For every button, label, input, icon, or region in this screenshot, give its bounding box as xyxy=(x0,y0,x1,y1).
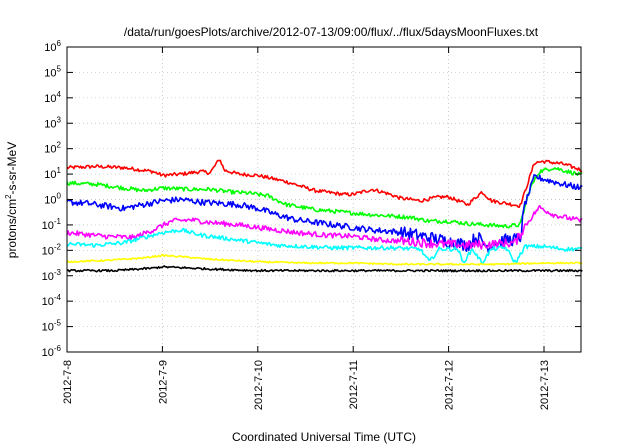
y-tick-label: 10-2 xyxy=(42,242,62,257)
series-line xyxy=(66,204,583,250)
y-tick-base: 10 xyxy=(42,220,54,232)
y-tick-exp: 2 xyxy=(57,141,62,150)
y-tick-exp: 0 xyxy=(57,192,62,201)
y-tick-exp: 1 xyxy=(57,166,62,175)
y-tick-base: 10 xyxy=(42,347,54,359)
series-line xyxy=(66,227,583,265)
y-tick-base: 10 xyxy=(42,322,54,334)
x-tick-label: 2012-7-11 xyxy=(348,360,360,409)
chart-title: /data/run/goesPlots/archive/2012-07-13/0… xyxy=(124,25,539,39)
y-tick-label: 105 xyxy=(44,64,61,79)
x-tick-label: 2012-7-9 xyxy=(157,360,169,404)
y-tick-base: 10 xyxy=(44,144,56,156)
y-axis-label-rest: -s-sr-MeV xyxy=(5,142,19,195)
series-line xyxy=(66,265,583,273)
x-tick-label: 2012-7-12 xyxy=(444,360,456,410)
y-axis-label: protons/cm2-s-sr-MeV xyxy=(4,142,19,258)
y-axis-label-base: protons/cm xyxy=(5,199,19,258)
series-line xyxy=(66,167,583,229)
y-tick-label: 100 xyxy=(44,192,61,207)
y-tick-label: 10-3 xyxy=(42,268,62,283)
y-tick-exp: -5 xyxy=(54,319,62,328)
y-tick-base: 10 xyxy=(42,245,54,257)
axis-ticks: 10-610-510-410-310-210-11001011021031041… xyxy=(42,39,581,410)
y-tick-label: 104 xyxy=(44,90,61,105)
x-tick-label: 2012-7-10 xyxy=(253,360,265,410)
y-tick-label: 10-5 xyxy=(42,319,62,334)
y-tick-base: 10 xyxy=(44,42,56,54)
series-line xyxy=(66,159,583,209)
x-axis-label: Coordinated Universal Time (UTC) xyxy=(232,430,416,444)
y-tick-label: 10-4 xyxy=(42,293,62,308)
y-tick-exp: 3 xyxy=(57,115,62,124)
y-tick-label: 106 xyxy=(44,39,61,54)
y-tick-label: 101 xyxy=(44,166,61,181)
x-tick-label: 2012-7-8 xyxy=(62,360,74,404)
y-tick-base: 10 xyxy=(44,67,56,79)
y-tick-base: 10 xyxy=(44,93,56,105)
y-tick-label: 102 xyxy=(44,141,61,156)
y-tick-base: 10 xyxy=(42,296,54,308)
y-tick-exp: -6 xyxy=(54,344,62,353)
y-tick-base: 10 xyxy=(44,195,56,207)
y-tick-exp: 5 xyxy=(57,64,62,73)
y-tick-exp: -3 xyxy=(54,268,62,277)
y-tick-exp: 6 xyxy=(57,39,62,48)
y-tick-base: 10 xyxy=(44,118,56,130)
x-tick-label: 2012-7-13 xyxy=(539,360,551,410)
grid-lines xyxy=(67,47,581,352)
y-axis-label-sup: 2 xyxy=(4,194,13,199)
y-tick-exp: -1 xyxy=(54,217,62,226)
y-tick-exp: -4 xyxy=(54,293,62,302)
y-tick-exp: -2 xyxy=(54,242,62,251)
y-tick-label: 10-1 xyxy=(42,217,62,232)
y-tick-label: 10-6 xyxy=(42,344,62,359)
y-tick-base: 10 xyxy=(44,169,56,181)
series-line xyxy=(66,253,583,266)
series-lines xyxy=(66,159,583,273)
y-tick-base: 10 xyxy=(42,271,54,283)
y-tick-label: 103 xyxy=(44,115,61,130)
y-tick-exp: 4 xyxy=(57,90,62,99)
